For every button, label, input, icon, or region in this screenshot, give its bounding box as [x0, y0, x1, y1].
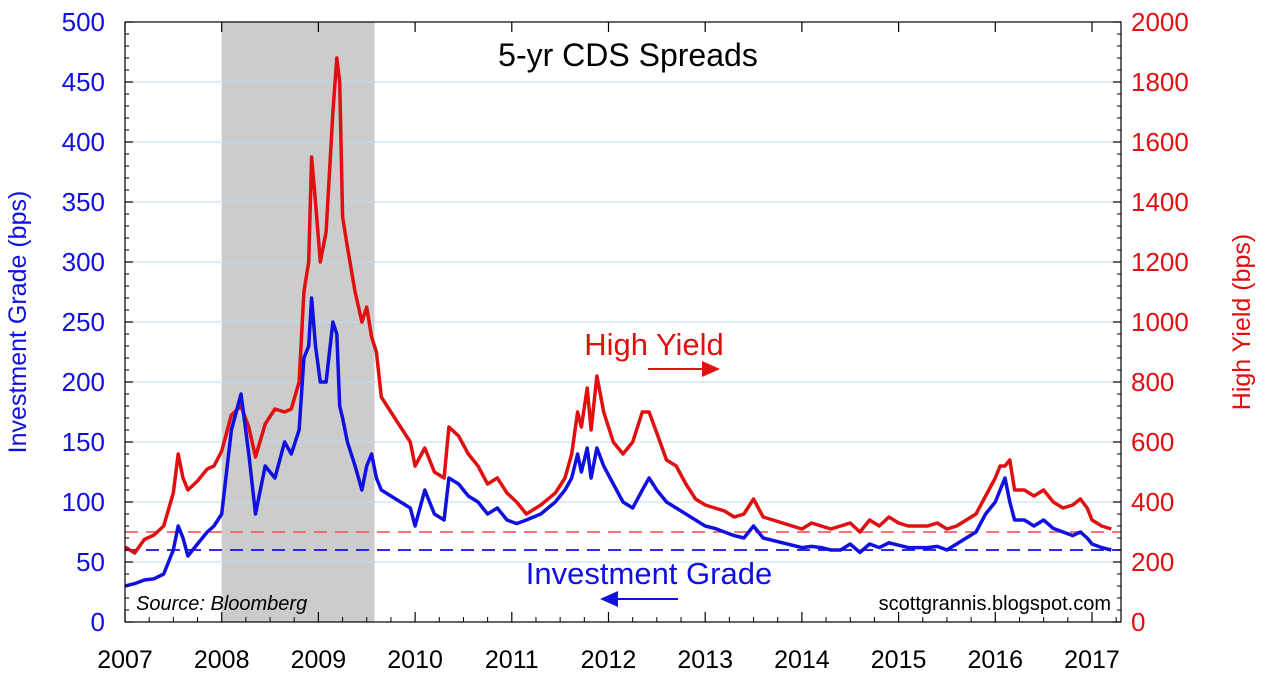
y-left-tick-label-200: 200 [62, 367, 105, 397]
grid-layer [125, 81, 1121, 563]
y-right-tick-label-0: 0 [1131, 607, 1145, 637]
y-left-tick-label-250: 250 [62, 307, 105, 337]
x-tick-label-2015: 2015 [871, 646, 927, 674]
text-layer: 5-yr CDS Spreads Investment Grade (bps) … [4, 37, 1256, 615]
axes-layer: 2007 2008 2009 2010 2011 2012 2013 2014 2015 2016… [62, 7, 1189, 674]
investment-grade-annotation: Investment Grade [526, 556, 772, 591]
y-left-tick-label-500: 500 [62, 7, 105, 37]
x-tick-label-2013: 2013 [677, 646, 733, 674]
y-left-tick-label-400: 400 [62, 127, 105, 157]
y-right-tick-label-400: 400 [1131, 487, 1174, 517]
series-line-investment-grade [124, 296, 1112, 588]
y-right-tick-label-1800: 1800 [1131, 67, 1189, 97]
y-axis-label-right: High Yield (bps) [1228, 234, 1256, 410]
y-left-tick-label-350: 350 [62, 187, 105, 217]
credit-note: scottgrannis.blogspot.com [879, 593, 1111, 615]
x-tick-label-2007: 2007 [97, 646, 153, 674]
x-tick-label-2008: 2008 [194, 646, 250, 674]
x-tick-label-2011: 2011 [485, 646, 539, 674]
x-tick-label-2009: 2009 [291, 646, 347, 674]
investment-grade-arrow-head [600, 591, 618, 607]
y-right-tick-label-2000: 2000 [1131, 7, 1189, 37]
series-line-high-yield [124, 56, 1112, 555]
x-tick-label-2012: 2012 [581, 646, 637, 674]
x-tick-label-2017: 2017 [1064, 646, 1120, 674]
y-right-tick-label-1400: 1400 [1131, 187, 1189, 217]
x-tick-label-2014: 2014 [774, 646, 830, 674]
y-left-tick-label-50: 50 [76, 547, 105, 577]
x-tick-label-2010: 2010 [387, 646, 443, 674]
high-yield-arrow-head [702, 361, 720, 377]
y-left-tick-label-150: 150 [62, 427, 105, 457]
y-left-tick-label-300: 300 [62, 247, 105, 277]
y-right-tick-label-1600: 1600 [1131, 127, 1189, 157]
x-tick-label-2016: 2016 [967, 646, 1023, 674]
y-left-tick-label-450: 450 [62, 67, 105, 97]
source-note: Source: Bloomberg [136, 593, 307, 615]
y-left-tick-label-100: 100 [62, 487, 105, 517]
y-right-tick-label-1000: 1000 [1131, 307, 1189, 337]
y-right-tick-label-1200: 1200 [1131, 247, 1189, 277]
y-left-tick-label-0: 0 [91, 607, 105, 637]
high-yield-annotation: High Yield [584, 327, 724, 362]
chart-title: 5-yr CDS Spreads [498, 37, 758, 73]
y-axis-label-left: Investment Grade (bps) [4, 191, 32, 454]
reference-lines-layer [125, 531, 1121, 551]
series-layer [124, 56, 1112, 588]
y-right-tick-label-800: 800 [1131, 367, 1174, 397]
y-right-tick-label-200: 200 [1131, 547, 1174, 577]
y-right-tick-label-600: 600 [1131, 427, 1174, 457]
